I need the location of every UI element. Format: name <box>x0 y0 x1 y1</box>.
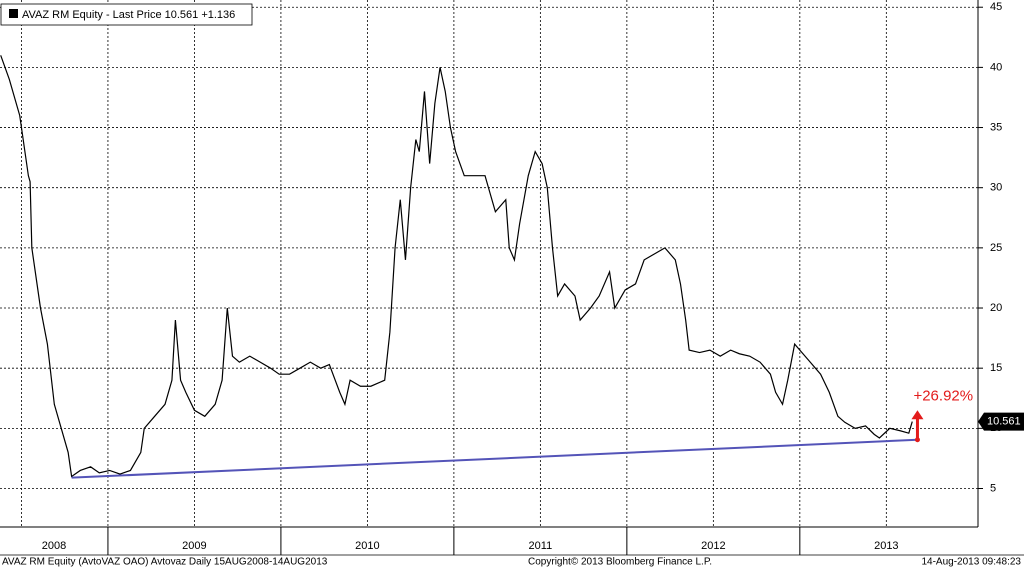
y-tick-label: 40 <box>990 61 1002 73</box>
y-tick-label: 35 <box>990 121 1002 133</box>
arrow-head <box>911 410 924 420</box>
last-price-label: 10.561 <box>987 415 1021 427</box>
x-tick-label: 2009 <box>182 540 206 552</box>
x-tick-label: 2008 <box>42 540 66 552</box>
legend-text: AVAZ RM Equity - Last Price 10.561 +1.13… <box>22 9 235 21</box>
y-tick-label: 20 <box>990 302 1002 314</box>
arrow-label: +26.92% <box>913 387 973 404</box>
legend-box <box>0 3 253 26</box>
arrow-base <box>914 437 920 443</box>
x-tick-label: 2013 <box>874 540 898 552</box>
x-tick-label: 2012 <box>701 540 725 552</box>
y-tick-label: 25 <box>990 242 1002 254</box>
y-tick-label: 45 <box>990 1 1002 13</box>
trend-line <box>71 438 918 479</box>
legend-swatch <box>9 9 18 18</box>
price-line <box>0 55 913 478</box>
y-tick-label: 30 <box>990 182 1002 194</box>
last-price-box <box>978 412 1024 431</box>
y-tick-label: 15 <box>990 362 1002 374</box>
marks <box>0 55 924 479</box>
x-tick-label: 2010 <box>355 540 379 552</box>
x-tick-label: 2011 <box>529 540 553 552</box>
footer-left: AVAZ RM Equity (AvtoVAZ OAO) Avtovaz Dai… <box>2 557 328 568</box>
footer-center: Copyright© 2013 Bloomberg Finance L.P. <box>528 557 712 568</box>
y-tick-label: 5 <box>990 482 996 494</box>
footer-right: 14-Aug-2013 09:48:23 <box>921 557 1021 568</box>
